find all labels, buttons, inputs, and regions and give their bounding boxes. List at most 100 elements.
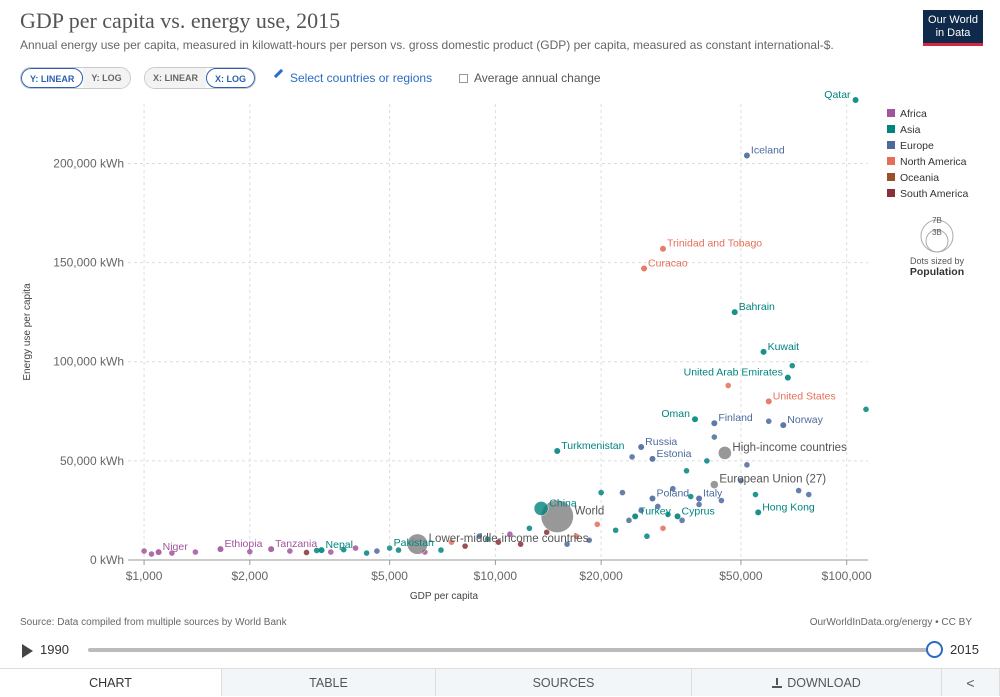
data-point xyxy=(765,398,772,405)
tab-download[interactable]: DOWNLOAD xyxy=(692,669,942,696)
tab-table[interactable]: TABLE xyxy=(222,669,436,696)
chart-subtitle: Annual energy use per capita, measured i… xyxy=(20,38,834,52)
x-axis-label: GDP per capita xyxy=(410,591,479,602)
data-point xyxy=(395,547,402,553)
data-point xyxy=(352,545,359,551)
legend-item-oceania[interactable]: Oceania xyxy=(887,170,968,186)
color-legend[interactable]: Africa Asia Europe North America Oceania Sout… xyxy=(887,106,968,202)
data-label: United States xyxy=(773,390,836,402)
data-label: European Union (27) xyxy=(719,474,826,486)
scatter-plot[interactable]: 0 kWh 50,000 kWh 100,000 kWh 150,000 kWh 200… xyxy=(0,0,1000,620)
size-legend-circles: 7B 3B xyxy=(920,216,954,253)
x-scale-toggle[interactable]: X: LINEAR X: LOG xyxy=(144,67,256,89)
timeline-track[interactable] xyxy=(88,648,934,652)
license-link[interactable]: OurWorldInData.org/energy • CC BY xyxy=(809,617,972,628)
legend-item-south-america[interactable]: South America xyxy=(887,186,968,202)
x-linear-button[interactable]: X: LINEAR xyxy=(145,68,206,88)
size-legend: 7B 3B Dots sized by Population xyxy=(904,214,970,278)
legend-item-africa[interactable]: Africa xyxy=(887,106,968,122)
data-point xyxy=(852,97,859,104)
legend-label: South America xyxy=(900,188,969,200)
data-point xyxy=(696,495,703,502)
data-point xyxy=(484,536,491,542)
data-point xyxy=(665,511,671,518)
legend-item-asia[interactable]: Asia xyxy=(887,122,968,138)
data-point xyxy=(704,458,710,464)
legend-item-europe[interactable]: Europe xyxy=(887,138,968,154)
data-point xyxy=(638,443,645,450)
data-label: Pakistan xyxy=(394,537,434,549)
average-change-checkbox[interactable]: Average annual change xyxy=(459,71,601,85)
y-scale-toggle[interactable]: Y: LINEAR Y: LOG xyxy=(20,67,131,89)
y-log-button[interactable]: Y: LOG xyxy=(83,68,130,88)
source-note: Source: Data compiled from multiple sour… xyxy=(20,617,287,628)
labels-layer: Qatar Iceland Trinidad and Tobago Curacao Ba… xyxy=(163,89,851,553)
tab-chart[interactable]: CHART xyxy=(0,669,222,696)
y-tick-label: 100,000 kWh xyxy=(53,355,124,369)
y-linear-button[interactable]: Y: LINEAR xyxy=(21,68,84,88)
data-point xyxy=(612,527,619,534)
legend-item-north-america[interactable]: North America xyxy=(887,154,968,170)
x-log-button[interactable]: X: LOG xyxy=(206,68,255,88)
legend-swatch xyxy=(887,141,895,149)
y-axis-label: Energy use per capita xyxy=(22,283,33,381)
data-point xyxy=(649,455,656,462)
data-point xyxy=(598,489,604,496)
data-label: Niger xyxy=(163,541,189,553)
axis-layer: 0 kWh 50,000 kWh 100,000 kWh 150,000 kWh 200… xyxy=(22,156,872,602)
data-point xyxy=(660,525,666,532)
size-label-big: 7B xyxy=(932,216,942,225)
data-point xyxy=(731,309,738,316)
data-point xyxy=(626,517,632,524)
x-tick-label: $5,000 xyxy=(371,569,408,583)
data-point xyxy=(789,362,796,369)
data-label: Estonia xyxy=(656,448,691,460)
legend-label: Europe xyxy=(900,140,934,152)
data-point xyxy=(573,533,580,540)
data-point xyxy=(476,533,483,540)
data-point xyxy=(318,547,325,554)
download-icon xyxy=(772,678,783,688)
data-point xyxy=(805,491,812,498)
data-label: Turkey xyxy=(639,505,671,517)
data-point xyxy=(526,525,533,532)
data-point xyxy=(718,446,732,460)
data-point xyxy=(691,416,698,423)
data-point xyxy=(268,546,275,553)
data-point xyxy=(744,462,750,468)
timeline-handle[interactable] xyxy=(926,641,943,658)
data-label: Norway xyxy=(787,414,823,426)
play-icon[interactable] xyxy=(22,644,33,658)
data-point xyxy=(629,454,635,460)
data-point xyxy=(495,539,502,545)
timeline[interactable]: 1990 2015 xyxy=(0,638,1000,662)
y-tick-label: 200,000 kWh xyxy=(53,156,124,170)
data-point xyxy=(507,531,513,538)
data-point xyxy=(247,548,253,555)
tab-sources[interactable]: SOURCES xyxy=(436,669,692,696)
owid-logo[interactable]: Our World in Data xyxy=(923,10,983,46)
data-point xyxy=(863,406,869,413)
data-point xyxy=(148,551,155,557)
y-tick-label: 0 kWh xyxy=(90,553,124,567)
size-circle-small xyxy=(925,229,949,253)
data-point xyxy=(718,497,725,504)
legend-swatch xyxy=(887,173,895,181)
select-countries-button[interactable]: Select countries or regions xyxy=(273,68,432,85)
data-label: Russia xyxy=(645,436,677,448)
data-point xyxy=(711,434,718,440)
legend-swatch xyxy=(887,189,895,197)
data-label: Qatar xyxy=(824,89,851,101)
legend-swatch xyxy=(887,109,895,117)
share-button[interactable]: < xyxy=(942,669,1000,696)
grid-layer xyxy=(128,104,868,565)
data-point xyxy=(448,539,455,545)
data-label: Ethiopia xyxy=(224,538,262,550)
data-point xyxy=(674,513,681,520)
data-point xyxy=(533,501,549,516)
data-point xyxy=(141,548,147,554)
data-point xyxy=(679,517,685,524)
legend-label: Oceania xyxy=(900,172,940,184)
data-point xyxy=(765,418,772,425)
